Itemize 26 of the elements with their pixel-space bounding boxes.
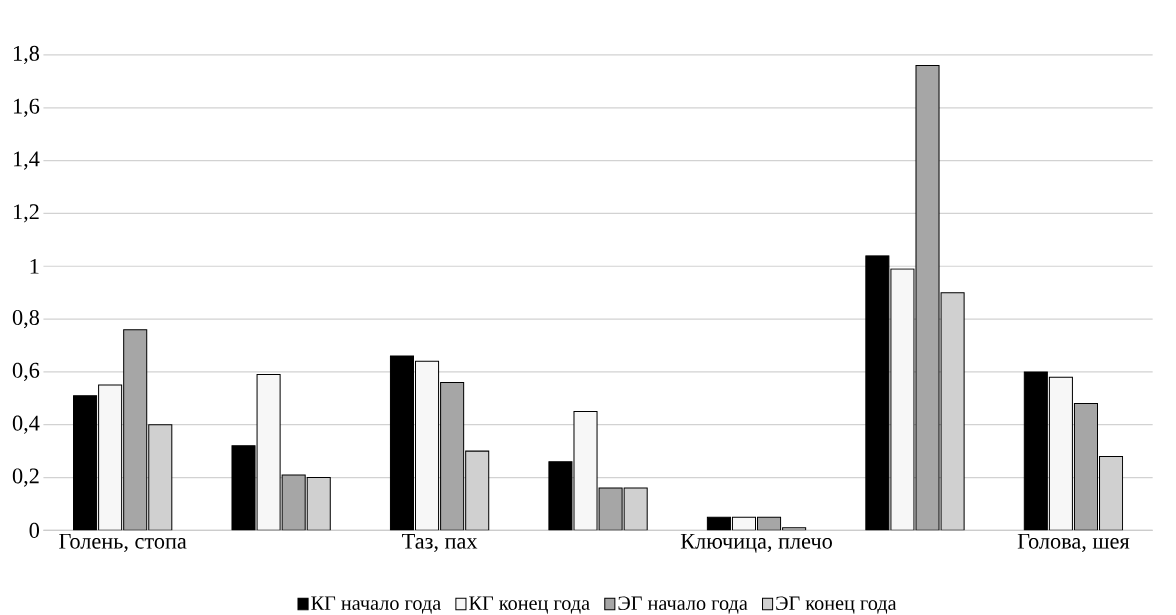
x-tick-label: Голова, шея <box>1017 533 1130 552</box>
bar <box>440 381 465 531</box>
y-tick-label: 0,4 <box>12 415 40 434</box>
y-tick-label: 0,2 <box>12 468 39 487</box>
bar <box>281 474 306 531</box>
y-tick-label: 0,8 <box>12 309 40 328</box>
y-tick-label: 0 <box>29 522 40 538</box>
y-tick-label: 1,6 <box>13 98 40 117</box>
bar <box>623 487 648 531</box>
bar <box>1073 402 1099 531</box>
legend-label: ЭГ начало года <box>618 596 748 614</box>
x-tick-label: Таз, пах <box>402 533 478 552</box>
bar <box>915 64 940 531</box>
y-tick-label: 1,4 <box>13 151 40 170</box>
legend-label: КГ начало года <box>311 596 441 614</box>
y-tick-label: 1,2 <box>13 204 39 223</box>
y-tick-label: 1 <box>30 258 39 274</box>
y-tick-label: 0,6 <box>12 362 40 381</box>
x-tick-label: Ключица, плечо <box>680 533 832 553</box>
x-tick-label: Голень, стопа <box>59 533 187 552</box>
bar <box>306 476 331 531</box>
legend-label: ЭГ конец года <box>776 596 897 614</box>
bar <box>123 328 148 531</box>
legend-label: КГ конец года <box>469 596 590 614</box>
bar <box>940 291 965 531</box>
y-tick-label: 1,8 <box>13 45 40 64</box>
